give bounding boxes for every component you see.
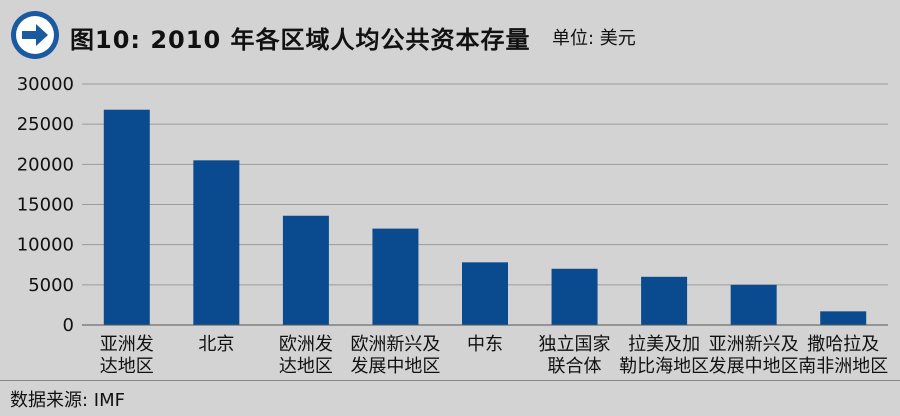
y-tick-label: 15000	[17, 195, 74, 216]
x-category-label: 亚洲发	[100, 334, 154, 355]
bar	[730, 284, 777, 325]
unit-label: 单位: 美元	[552, 28, 636, 49]
x-category-label: 勒比海地区	[619, 356, 709, 377]
bar	[551, 268, 598, 325]
y-tick-label: 0	[63, 315, 74, 336]
x-category-label: 亚洲新兴及	[709, 334, 799, 355]
bar	[103, 109, 150, 325]
bar	[282, 215, 329, 325]
x-category-label: 南非洲地区	[798, 356, 888, 377]
y-tick-label: 30000	[17, 74, 74, 95]
x-category-label: 撒哈拉及	[807, 334, 879, 355]
footer-divider	[0, 380, 900, 381]
chart-header: 图10: 2010 年各区域人均公共资本存量 单位: 美元	[0, 0, 900, 70]
chart-title: 图10: 2010 年各区域人均公共资本存量	[70, 26, 531, 54]
y-tick-label: 20000	[17, 154, 74, 175]
x-category-label: 发展中地区	[350, 356, 440, 377]
bar	[193, 160, 240, 325]
x-category-label: 独立国家	[539, 334, 611, 355]
arrow-right-circle-icon	[11, 11, 59, 59]
bar	[372, 228, 419, 325]
x-category-label: 欧洲新兴及	[350, 334, 440, 355]
y-tick-label: 10000	[17, 235, 74, 256]
x-category-label: 拉美及加	[628, 334, 700, 355]
y-tick-label: 25000	[17, 114, 74, 135]
x-category-label: 达地区	[279, 356, 333, 377]
x-category-label: 中东	[467, 334, 503, 355]
bar	[641, 276, 688, 325]
bar	[462, 262, 508, 325]
x-category-label: 达地区	[100, 356, 154, 377]
x-category-label: 联合体	[548, 356, 602, 377]
x-category-label: 发展中地区	[709, 356, 799, 377]
y-tick-label: 5000	[28, 275, 74, 296]
x-category-label: 北京	[198, 334, 234, 355]
data-source: 数据来源: IMF	[10, 390, 125, 411]
bar	[820, 311, 867, 325]
x-category-label: 欧洲发	[279, 334, 333, 355]
